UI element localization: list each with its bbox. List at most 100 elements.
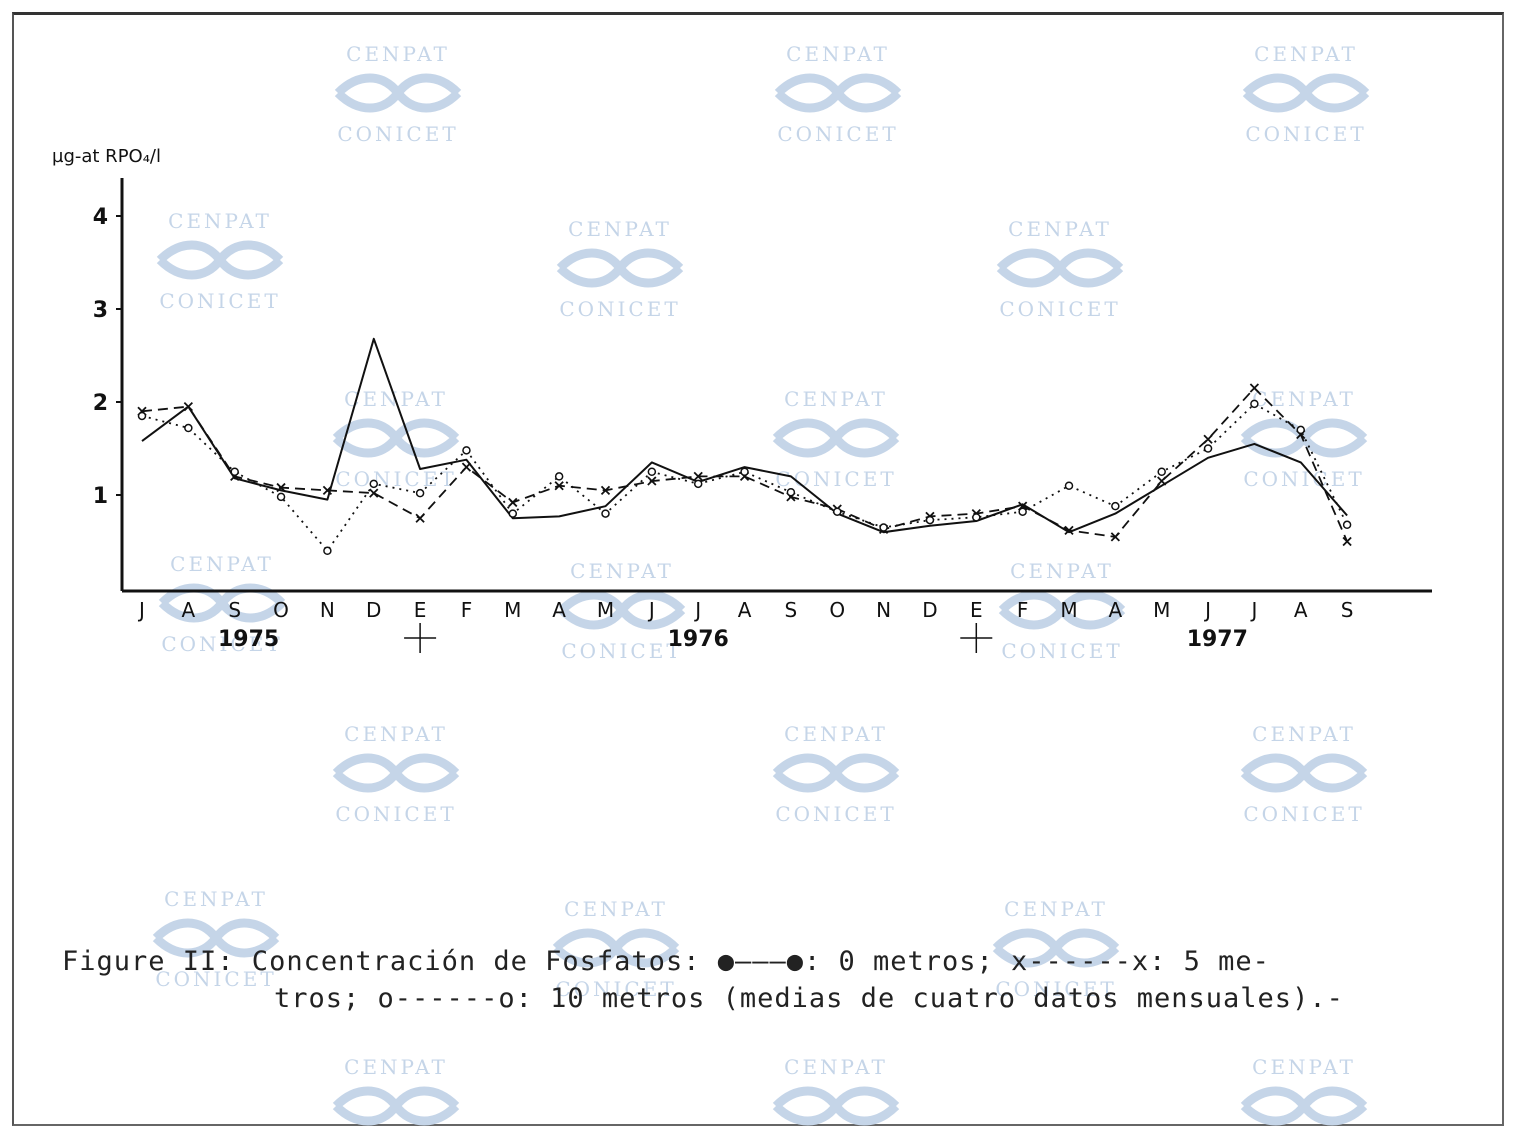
data-point-circle	[554, 472, 564, 481]
data-point-circle	[276, 492, 286, 502]
watermark-bottom-text: CONICET	[1243, 467, 1364, 491]
data-point-x	[276, 482, 286, 493]
x-tick-label: J	[137, 598, 145, 622]
watermark-top-text: CENPAT	[344, 1055, 448, 1079]
data-point-circle	[647, 467, 657, 476]
data-point-circle	[1157, 467, 1166, 476]
data-point-circle	[833, 507, 842, 516]
year-label: 1977	[1187, 627, 1248, 652]
x-tick-label: O	[829, 598, 845, 622]
watermark-logo-icon	[156, 240, 284, 280]
watermark-top-text: CENPAT	[1254, 42, 1358, 66]
year-label: 1976	[668, 627, 729, 652]
y-axis-label: µg-at RPO₄/l	[52, 146, 161, 167]
watermark-top-text: CENPAT	[1010, 559, 1114, 583]
watermark-logo-icon	[152, 918, 280, 958]
x-tick-label: M	[1153, 598, 1170, 622]
chart-axes: µg-at RPO₄/l	[52, 146, 1432, 593]
year-label: 1975	[218, 627, 279, 652]
watermark-top-text: CENPAT	[784, 1055, 888, 1079]
data-point-circle	[786, 487, 796, 497]
series-line-0	[141, 337, 1348, 534]
data-point-circle	[925, 515, 935, 525]
watermark-logo-icon	[556, 248, 684, 288]
chart-series	[137, 337, 1352, 556]
watermark-top-text: CENPAT	[568, 217, 672, 241]
watermark-logo-icon	[332, 418, 460, 458]
watermark-top-text: CENPAT	[164, 887, 268, 911]
data-point-x	[647, 476, 657, 486]
watermark-bottom-text: CONICET	[561, 639, 682, 663]
data-point-circle	[1111, 501, 1120, 511]
watermark-logo-icon	[772, 753, 900, 793]
data-point-circle	[972, 513, 981, 522]
y-tick-label: 4	[93, 205, 108, 230]
data-point-x	[554, 481, 564, 491]
y-tick-label: 1	[93, 484, 108, 509]
data-point-circle	[462, 446, 471, 455]
data-point-circle	[323, 546, 332, 556]
watermark-bottom-text: CONICET	[335, 802, 456, 826]
watermark-bottom-text: CONICET	[159, 289, 280, 313]
x-tick-label: E	[970, 598, 983, 622]
x-tick-label: A	[738, 598, 752, 622]
watermark-top-text: CENPAT	[784, 387, 888, 411]
data-point-x	[693, 471, 703, 482]
watermark-top-text: CENPAT	[1252, 722, 1356, 746]
chart-ticks: 1 2 3 4 J A S O N D E F M A M J J A S O N D E F M A M J J A S 1975 1976 1…	[93, 205, 1353, 653]
watermark-bottom-text: CONICET	[1243, 1135, 1364, 1138]
x-tick-label: J	[1203, 598, 1211, 622]
x-tick-label: A	[552, 598, 566, 622]
data-point-circle	[137, 411, 147, 421]
data-point-x	[1342, 536, 1352, 547]
watermark-bottom-text: CONICET	[335, 1135, 456, 1138]
data-point-circle	[1342, 520, 1352, 530]
data-point-x	[600, 485, 611, 495]
caption-line-2: tros; o------o: 10 metros (medias de cua…	[274, 983, 1344, 1014]
watermark-layer: CENPAT CONICET CENPAT CONICET CENPAT CONICET C…	[152, 42, 1370, 1138]
data-point-circle	[1018, 507, 1027, 516]
x-tick-label: S	[785, 598, 798, 622]
watermark-top-text: CENPAT	[564, 897, 668, 921]
watermark-top-text: CENPAT	[1252, 1055, 1356, 1079]
watermark-top-text: CENPAT	[346, 42, 450, 66]
watermark-logo-icon	[772, 418, 900, 458]
x-tick-label: F	[461, 598, 473, 622]
watermark-top-text: CENPAT	[168, 209, 272, 233]
watermark-top-text: CENPAT	[784, 722, 888, 746]
watermark-logo-icon	[558, 590, 686, 630]
data-point-circle	[740, 467, 749, 476]
data-point-circle	[601, 509, 610, 518]
watermark-bottom-text: CONICET	[777, 122, 898, 146]
watermark-bottom-text: CONICET	[559, 297, 680, 321]
watermark-top-text: CENPAT	[1252, 387, 1356, 411]
watermark-top-text: CENPAT	[1008, 217, 1112, 241]
watermark-logo-icon	[992, 928, 1120, 968]
data-point-x	[1110, 532, 1120, 542]
watermark-bottom-text: CONICET	[1243, 802, 1364, 826]
x-tick-label: M	[1060, 598, 1077, 622]
watermark-bottom-text: CONICET	[335, 467, 456, 491]
watermark-bottom-text: CONICET	[775, 1135, 896, 1138]
x-tick-label: M	[504, 598, 521, 622]
data-point-x	[461, 462, 472, 472]
data-point-circle	[1064, 481, 1074, 490]
data-point-x	[1157, 476, 1167, 486]
y-tick-label: 3	[93, 298, 108, 323]
x-tick-label: D	[366, 598, 381, 622]
data-point-x	[369, 488, 379, 498]
watermark-bottom-text: CONICET	[1001, 639, 1122, 663]
page-frame	[12, 12, 1504, 1126]
watermark-bottom-text: CONICET	[995, 977, 1116, 1001]
watermark-bottom-text: CONICET	[155, 967, 276, 991]
data-point-circle	[693, 479, 703, 489]
caption-line-1: Figure II: Concentración de Fosfatos: ●—…	[62, 946, 1270, 977]
data-point-circle	[230, 467, 239, 476]
watermark-top-text: CENPAT	[170, 552, 274, 576]
watermark-logo-icon	[334, 73, 462, 113]
data-point-x	[183, 402, 193, 412]
data-point-circle	[369, 479, 378, 489]
watermark-bottom-text: CONICET	[337, 122, 458, 146]
data-point-circle	[184, 423, 193, 433]
